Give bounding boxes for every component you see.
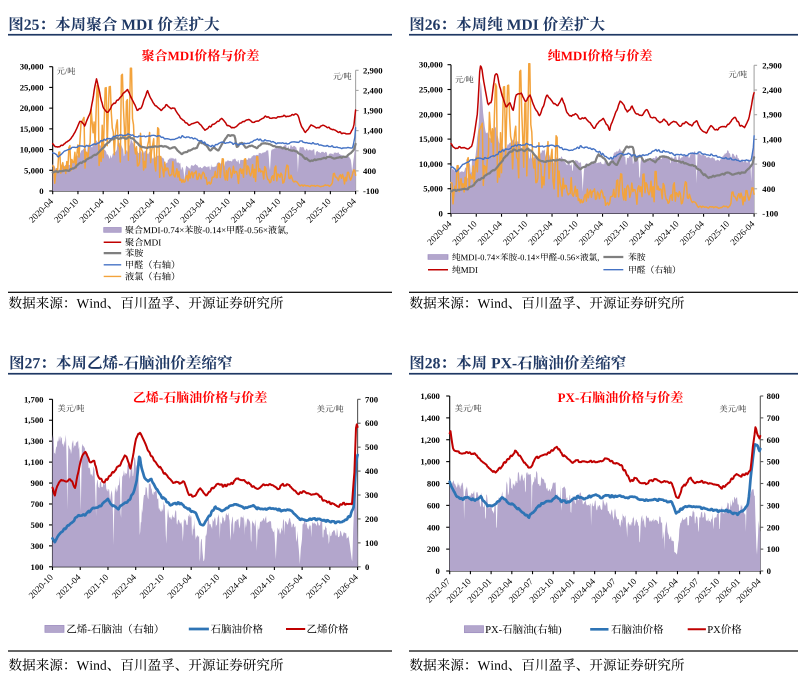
svg-text:500: 500 <box>365 442 379 452</box>
svg-text:2,900: 2,900 <box>762 60 782 70</box>
svg-text:1,400: 1,400 <box>420 413 440 423</box>
svg-text:5,000: 5,000 <box>423 184 443 194</box>
svg-text:-100: -100 <box>363 186 380 196</box>
svg-text:0: 0 <box>767 566 772 576</box>
svg-text:1,400: 1,400 <box>363 126 383 136</box>
svg-text:400: 400 <box>427 522 441 532</box>
svg-text:200: 200 <box>767 522 781 532</box>
svg-text:20,000: 20,000 <box>419 109 444 119</box>
svg-text:400: 400 <box>767 479 781 489</box>
svg-text:0: 0 <box>438 209 443 219</box>
svg-text:900: 900 <box>363 146 377 156</box>
svg-text:300: 300 <box>767 500 781 510</box>
svg-text:-100: -100 <box>762 209 779 219</box>
svg-text:5,000: 5,000 <box>24 165 44 175</box>
svg-text:15,000: 15,000 <box>419 134 444 144</box>
svg-text:10,000: 10,000 <box>419 159 444 169</box>
svg-text:700: 700 <box>767 413 781 423</box>
svg-text:30,000: 30,000 <box>419 60 444 70</box>
svg-text:25,000: 25,000 <box>419 85 444 95</box>
svg-text:0: 0 <box>39 186 44 196</box>
svg-text:10,000: 10,000 <box>20 145 45 155</box>
svg-text:600: 600 <box>427 500 441 510</box>
svg-text:0: 0 <box>436 566 441 576</box>
svg-text:1,900: 1,900 <box>762 110 782 120</box>
svg-text:300: 300 <box>30 541 44 551</box>
svg-text:2,400: 2,400 <box>363 85 383 95</box>
svg-text:500: 500 <box>30 520 44 530</box>
svg-text:200: 200 <box>365 514 379 524</box>
svg-text:25,000: 25,000 <box>20 82 45 92</box>
svg-text:1,200: 1,200 <box>420 435 440 445</box>
svg-text:30,000: 30,000 <box>20 62 45 72</box>
svg-text:1,400: 1,400 <box>762 134 782 144</box>
svg-text:1,600: 1,600 <box>420 391 440 401</box>
svg-text:100: 100 <box>365 538 379 548</box>
svg-text:400: 400 <box>365 466 379 476</box>
svg-text:100: 100 <box>767 544 781 554</box>
svg-text:800: 800 <box>427 479 441 489</box>
svg-text:200: 200 <box>427 544 441 554</box>
svg-text:700: 700 <box>365 394 379 404</box>
svg-text:20,000: 20,000 <box>20 103 45 113</box>
svg-text:300: 300 <box>365 490 379 500</box>
svg-text:500: 500 <box>767 457 781 467</box>
svg-text:1,100: 1,100 <box>24 457 44 467</box>
svg-text:700: 700 <box>30 499 44 509</box>
svg-text:600: 600 <box>767 435 781 445</box>
svg-text:1,000: 1,000 <box>420 457 440 467</box>
svg-text:600: 600 <box>365 418 379 428</box>
svg-text:100: 100 <box>30 562 44 572</box>
svg-text:800: 800 <box>767 391 781 401</box>
svg-text:1,300: 1,300 <box>24 436 44 446</box>
svg-text:2,900: 2,900 <box>363 65 383 75</box>
svg-text:15,000: 15,000 <box>20 124 45 134</box>
svg-text:900: 900 <box>30 478 44 488</box>
svg-text:1,900: 1,900 <box>363 106 383 116</box>
svg-text:400: 400 <box>363 166 377 176</box>
svg-text:0: 0 <box>365 562 370 572</box>
svg-text:2,400: 2,400 <box>762 85 782 95</box>
svg-text:1,700: 1,700 <box>24 394 44 404</box>
svg-text:900: 900 <box>762 159 776 169</box>
svg-text:1,500: 1,500 <box>24 415 44 425</box>
svg-text:400: 400 <box>762 184 776 194</box>
